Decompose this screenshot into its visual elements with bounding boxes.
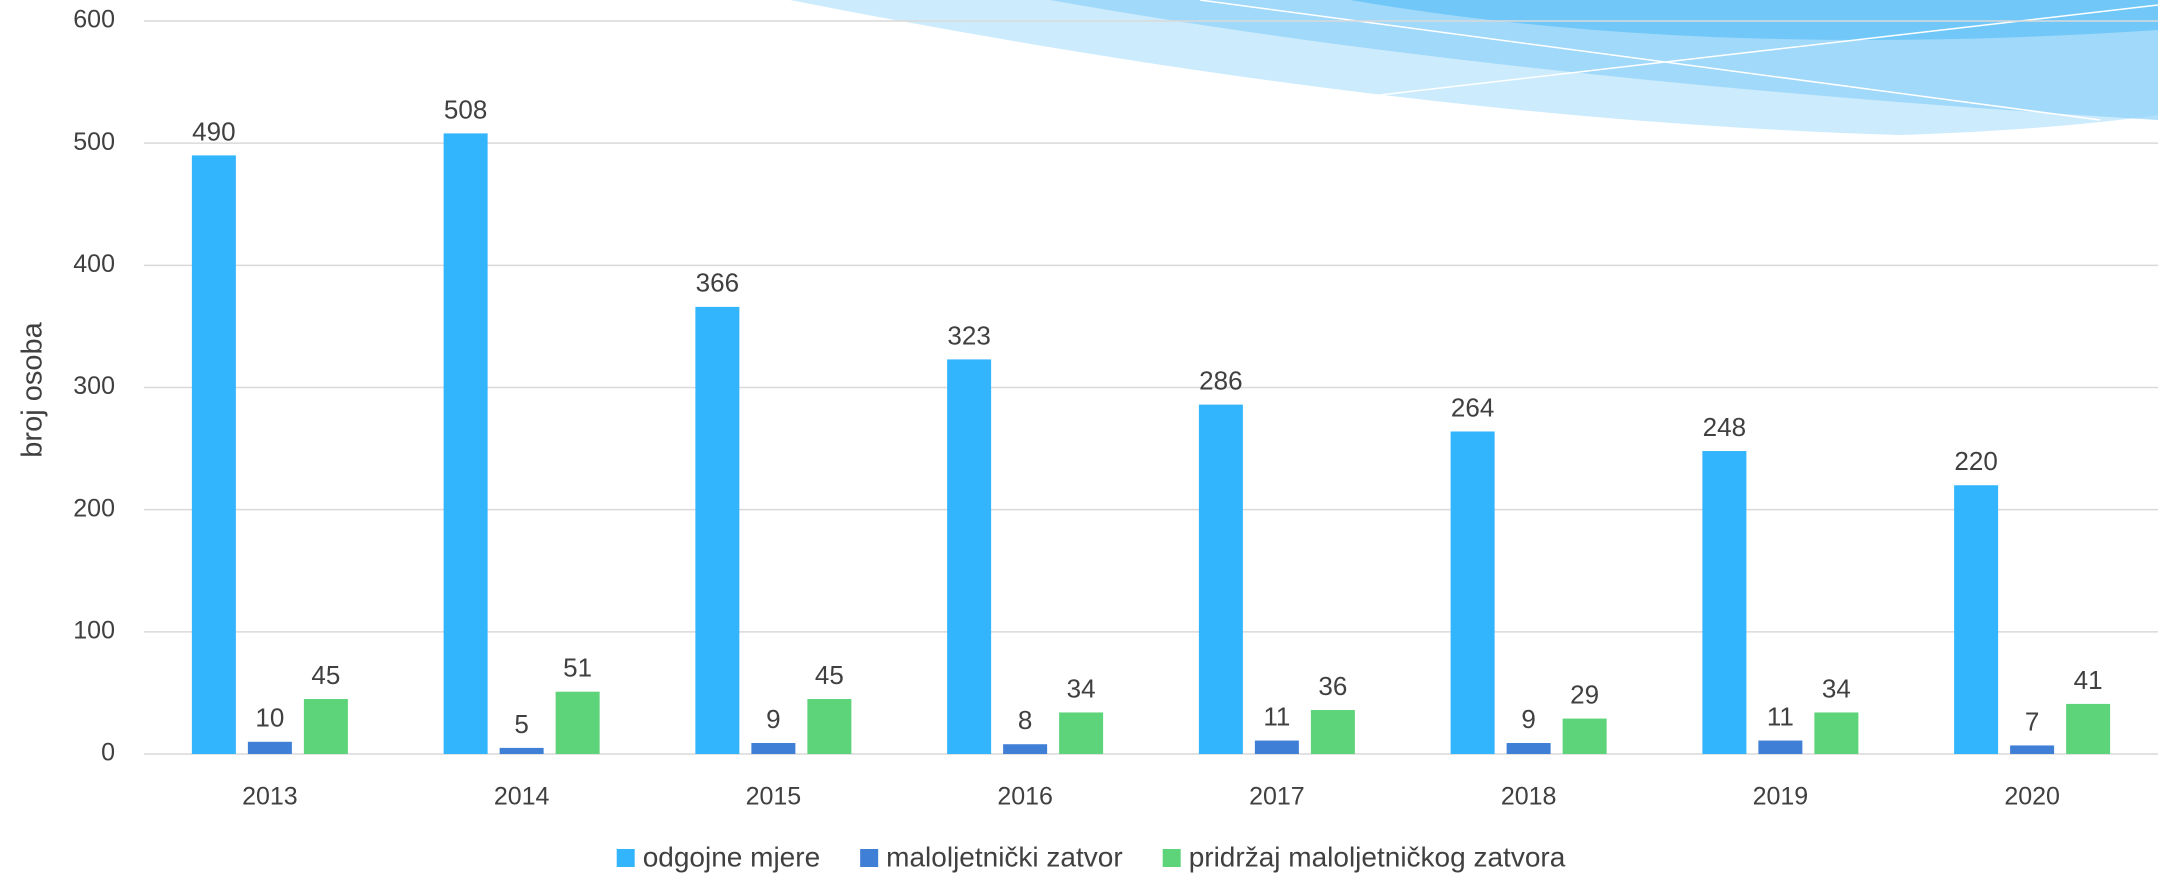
bar [1506, 743, 1551, 754]
data-label: 264 [1451, 392, 1494, 422]
bar [1954, 485, 1999, 754]
data-label: 7 [2025, 706, 2039, 736]
y-tick-label: 0 [101, 739, 115, 767]
y-axis-title: broj osoba [17, 321, 49, 457]
y-tick-label: 200 [73, 494, 115, 522]
bar [1562, 718, 1607, 754]
bar [2010, 745, 2055, 754]
data-label: 36 [1318, 671, 1347, 701]
data-label: 10 [255, 703, 284, 733]
data-label: 8 [1018, 705, 1032, 735]
x-tick-label: 2019 [1753, 783, 1809, 811]
data-label: 508 [444, 94, 487, 124]
bar [2066, 703, 2111, 754]
y-tick-label: 600 [73, 6, 115, 34]
y-tick-label: 500 [73, 128, 115, 156]
data-label: 11 [1767, 701, 1794, 731]
data-label: 490 [192, 116, 235, 146]
bar [499, 747, 544, 754]
data-label: 5 [514, 709, 528, 739]
data-label: 9 [766, 704, 780, 734]
bar [1198, 404, 1243, 754]
bar [695, 306, 740, 754]
data-label: 11 [1263, 701, 1290, 731]
x-tick-label: 2018 [1501, 783, 1557, 811]
x-tick-label: 2016 [997, 783, 1053, 811]
bar [1310, 710, 1355, 754]
x-tick-label: 2017 [1249, 783, 1305, 811]
data-label: 323 [947, 320, 990, 350]
bar [247, 741, 292, 754]
bar [1254, 740, 1299, 754]
x-tick-label: 2015 [746, 783, 802, 811]
data-label: 220 [1954, 446, 1997, 476]
bar [751, 743, 796, 754]
bar [947, 359, 992, 754]
y-tick-label: 300 [73, 372, 115, 400]
legend-label: pridržaj maloljetničkog zatvora [1189, 841, 1566, 872]
data-label: 51 [563, 653, 592, 683]
bar [1758, 740, 1803, 754]
bar [443, 133, 488, 755]
x-tick-label: 2013 [242, 783, 298, 811]
legend-swatch [1162, 849, 1181, 867]
data-label: 34 [1067, 673, 1096, 703]
bar [1814, 712, 1859, 754]
legend-label: maloljetnički zatvor [886, 841, 1123, 872]
data-label: 366 [696, 268, 739, 298]
bar [1059, 712, 1104, 754]
bar [303, 699, 348, 754]
legend-swatch [860, 849, 879, 867]
bar [191, 155, 236, 755]
y-tick-label: 400 [73, 250, 115, 278]
bar [1003, 744, 1048, 754]
data-label: 41 [2074, 665, 2103, 695]
data-label: 248 [1703, 412, 1746, 442]
legend-swatch [616, 849, 635, 867]
bar [807, 699, 852, 754]
x-tick-label: 2014 [494, 783, 550, 811]
x-tick-label: 2020 [2004, 783, 2060, 811]
data-label: 45 [815, 660, 844, 690]
bar [1702, 451, 1747, 754]
y-tick-label: 100 [73, 616, 115, 644]
decoration-wave [790, 0, 2158, 135]
data-label: 34 [1822, 673, 1851, 703]
bar [555, 691, 600, 754]
data-label: 9 [1521, 704, 1535, 734]
data-label: 45 [311, 660, 340, 690]
data-label: 29 [1570, 679, 1599, 709]
legend-label: odgojne mjere [643, 841, 820, 872]
bar [1450, 431, 1495, 754]
data-label: 286 [1199, 365, 1242, 395]
